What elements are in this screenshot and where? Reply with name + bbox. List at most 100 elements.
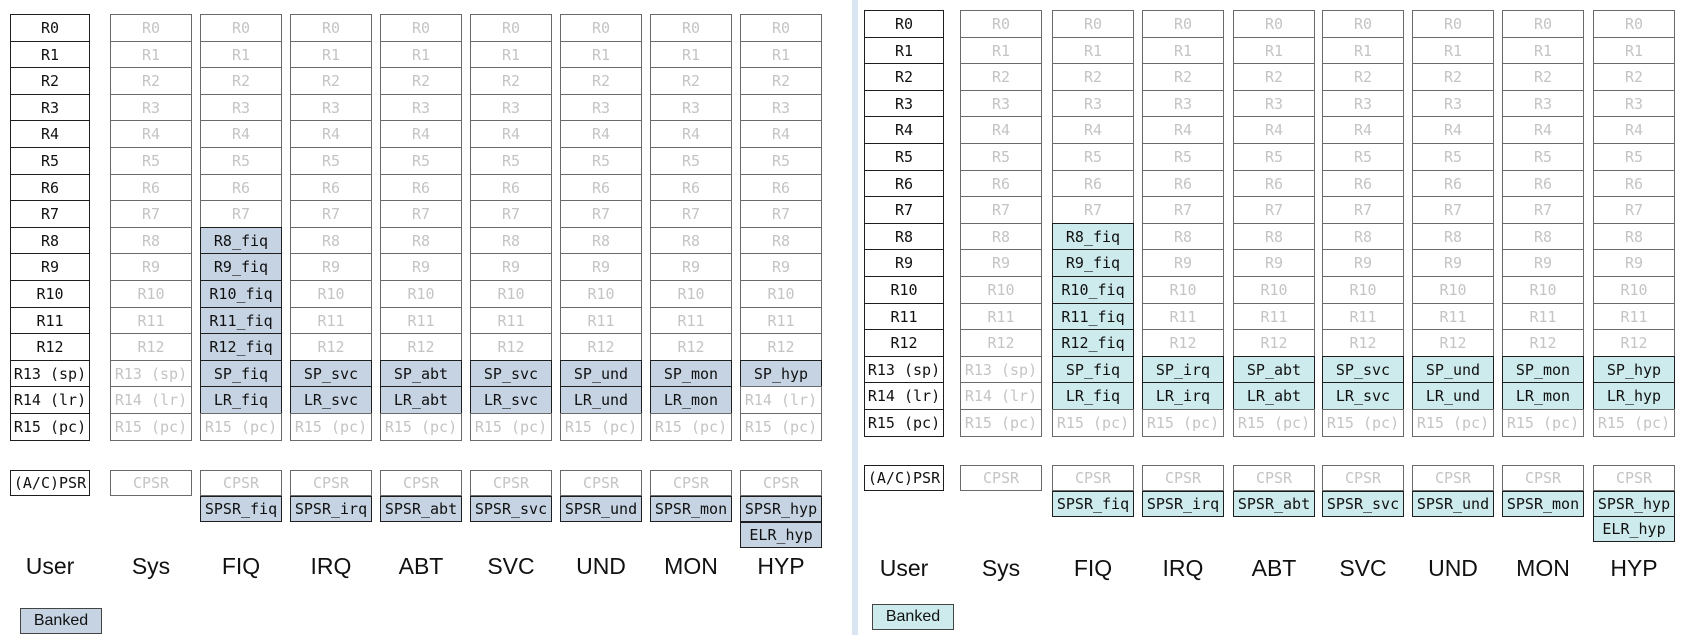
register-cell-irq-6: R6 <box>1142 169 1224 198</box>
register-cell-mon-10: R10 <box>1502 276 1584 305</box>
register-cell-irq-4: R4 <box>1142 116 1224 145</box>
register-cell-mon-15: R15 (pc) <box>1502 409 1584 438</box>
cpsr-cell-mon: CPSR <box>1502 465 1584 491</box>
register-cell-user-5: R5 <box>864 143 944 172</box>
register-cell-hyp-4: R4 <box>1593 116 1675 145</box>
register-cell-irq-8: R8 <box>290 226 372 255</box>
register-cell-svc-3: R3 <box>1322 89 1404 118</box>
register-cell-irq-8: R8 <box>1142 222 1224 251</box>
register-cell-sys-10: R10 <box>960 276 1042 305</box>
register-cell-user-4: R4 <box>864 116 944 145</box>
register-cell-und-15: R15 (pc) <box>560 413 642 442</box>
register-cell-user-4: R4 <box>10 120 90 149</box>
register-cell-user-12: R12 <box>10 333 90 362</box>
register-cell-irq-10: R10 <box>290 280 372 309</box>
register-cell-user-11: R11 <box>10 306 90 335</box>
register-cell-svc-6: R6 <box>470 173 552 202</box>
register-cell-user-15: R15 (pc) <box>10 413 90 442</box>
mode-label-und: UND <box>1428 555 1478 581</box>
right-diagram-panel: R0 R1 R2 R3 R4 R5 R6 R7 R8 R9 R10 R11 R12 R13 (sp) R14… <box>858 0 1696 635</box>
register-cell-user-7: R7 <box>864 196 944 225</box>
register-cell-und-2: R2 <box>560 67 642 96</box>
register-cell-und-9: R9 <box>560 253 642 282</box>
register-cell-abt-14: LR_abt <box>380 386 462 415</box>
register-cell-und-14: LR_und <box>1412 382 1494 411</box>
register-cell-hyp-5: R5 <box>1593 143 1675 172</box>
register-cell-svc-13: SP_svc <box>470 359 552 388</box>
register-cell-user-9: R9 <box>864 249 944 278</box>
register-cell-svc-0: R0 <box>1322 10 1404 39</box>
register-cell-svc-12: R12 <box>1322 329 1404 358</box>
panel-divider <box>852 0 858 635</box>
register-cell-irq-2: R2 <box>1142 63 1224 92</box>
register-cell-svc-7: R7 <box>1322 196 1404 225</box>
register-cell-mon-2: R2 <box>1502 63 1584 92</box>
register-cell-abt-2: R2 <box>380 67 462 96</box>
register-cell-abt-11: R11 <box>380 306 462 335</box>
register-cell-abt-3: R3 <box>1233 89 1315 118</box>
register-cell-fiq-3: R3 <box>1052 89 1134 118</box>
register-cell-hyp-7: R7 <box>740 200 822 229</box>
register-cell-fiq-11: R11_fiq <box>200 306 282 335</box>
register-cell-fiq-2: R2 <box>200 67 282 96</box>
register-cell-mon-8: R8 <box>650 226 732 255</box>
register-cell-fiq-15: R15 (pc) <box>1052 409 1134 438</box>
register-cell-user-1: R1 <box>864 36 944 65</box>
mode-label-mon: MON <box>664 553 718 579</box>
register-cell-sys-5: R5 <box>960 143 1042 172</box>
register-cell-abt-10: R10 <box>1233 276 1315 305</box>
register-cell-fiq-14: LR_fiq <box>1052 382 1134 411</box>
register-cell-irq-0: R0 <box>1142 10 1224 39</box>
register-cell-hyp-6: R6 <box>740 173 822 202</box>
cpsr-cell-irq: CPSR <box>1142 465 1224 491</box>
spsr-cell-irq: SPSR_irq <box>290 496 372 522</box>
cpsr-cell-fiq: CPSR <box>200 470 282 496</box>
register-cell-hyp-9: R9 <box>1593 249 1675 278</box>
register-cell-mon-7: R7 <box>650 200 732 229</box>
register-cell-und-0: R0 <box>560 14 642 43</box>
register-cell-abt-4: R4 <box>1233 116 1315 145</box>
register-cell-svc-1: R1 <box>470 40 552 69</box>
register-cell-fiq-13: SP_fiq <box>200 359 282 388</box>
register-cell-mon-9: R9 <box>1502 249 1584 278</box>
register-cell-irq-3: R3 <box>1142 89 1224 118</box>
register-cell-sys-4: R4 <box>110 120 192 149</box>
register-cell-hyp-7: R7 <box>1593 196 1675 225</box>
register-cell-abt-13: SP_abt <box>380 359 462 388</box>
register-cell-abt-8: R8 <box>1233 222 1315 251</box>
cpsr-cell-irq: CPSR <box>290 470 372 496</box>
register-cell-sys-8: R8 <box>110 226 192 255</box>
register-cell-irq-1: R1 <box>290 40 372 69</box>
mode-label-svc: SVC <box>1339 555 1387 581</box>
spsr-cell-hyp: SPSR_hyp <box>740 496 822 522</box>
register-cell-und-10: R10 <box>1412 276 1494 305</box>
register-cell-irq-9: R9 <box>290 253 372 282</box>
register-cell-sys-13: R13 (sp) <box>110 359 192 388</box>
elr-cell-hyp: ELR_hyp <box>740 522 822 548</box>
register-cell-fiq-0: R0 <box>200 14 282 43</box>
register-cell-user-3: R3 <box>864 89 944 118</box>
register-cell-sys-0: R0 <box>960 10 1042 39</box>
mode-label-sys: Sys <box>131 553 171 579</box>
register-cell-fiq-6: R6 <box>200 173 282 202</box>
register-cell-hyp-1: R1 <box>1593 36 1675 65</box>
register-cell-abt-7: R7 <box>380 200 462 229</box>
register-cell-irq-13: SP_svc <box>290 359 372 388</box>
register-cell-fiq-5: R5 <box>1052 143 1134 172</box>
register-cell-abt-6: R6 <box>380 173 462 202</box>
register-cell-sys-15: R15 (pc) <box>110 413 192 442</box>
register-cell-fiq-12: R12_fiq <box>1052 329 1134 358</box>
register-cell-svc-5: R5 <box>470 147 552 176</box>
register-cell-irq-6: R6 <box>290 173 372 202</box>
register-cell-irq-12: R12 <box>1142 329 1224 358</box>
register-cell-svc-15: R15 (pc) <box>470 413 552 442</box>
register-cell-sys-3: R3 <box>110 93 192 122</box>
register-cell-irq-13: SP_irq <box>1142 355 1224 384</box>
register-cell-hyp-1: R1 <box>740 40 822 69</box>
register-cell-hyp-11: R11 <box>1593 302 1675 331</box>
register-cell-fiq-7: R7 <box>200 200 282 229</box>
register-cell-user-2: R2 <box>864 63 944 92</box>
register-cell-user-15: R15 (pc) <box>864 409 944 438</box>
register-cell-mon-8: R8 <box>1502 222 1584 251</box>
cpsr-cell-und: CPSR <box>1412 465 1494 491</box>
